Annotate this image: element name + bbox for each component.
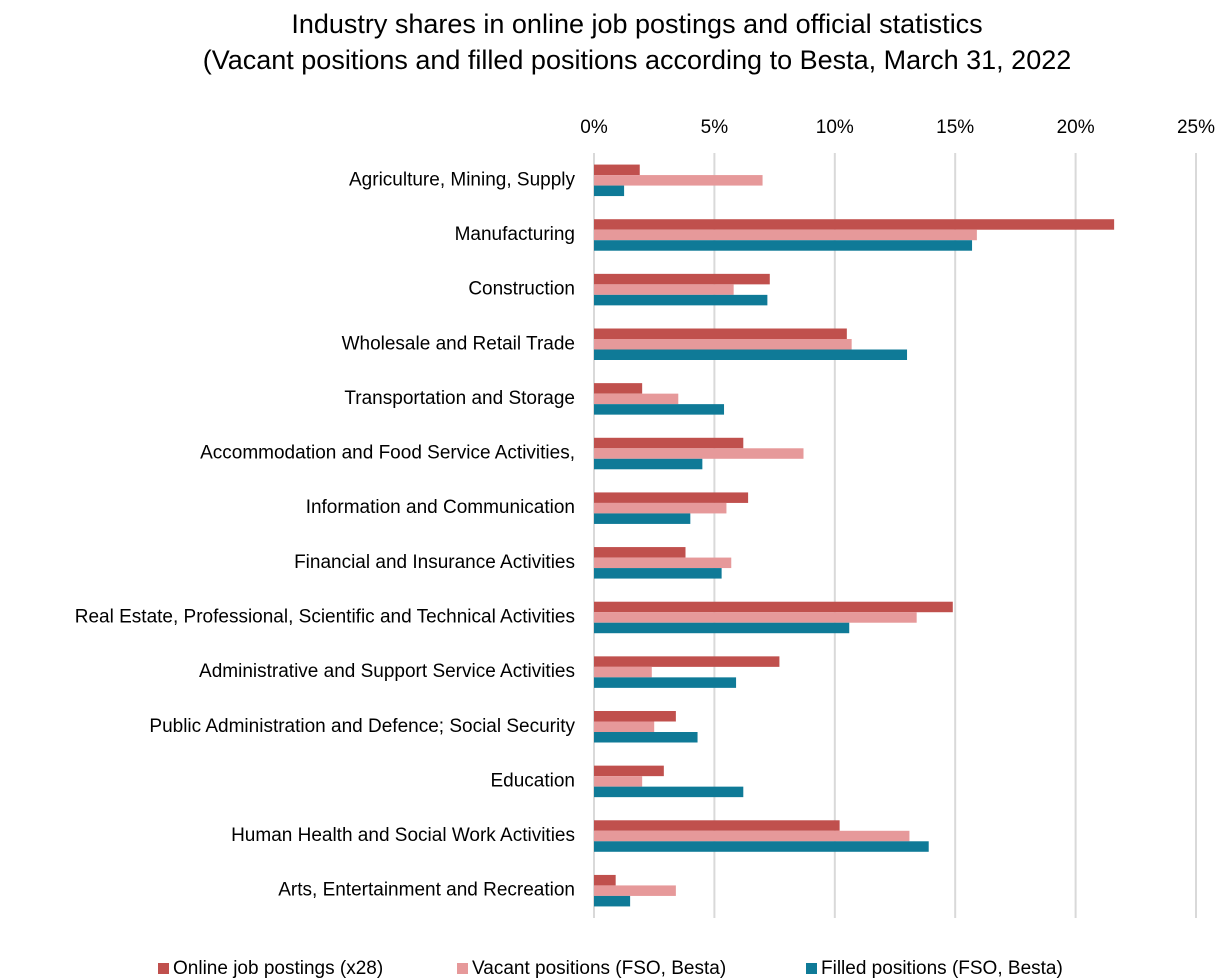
bar [594, 328, 847, 339]
bar [594, 830, 910, 842]
bar [594, 229, 977, 241]
legend-label: Filled positions (FSO, Besta) [821, 958, 1063, 979]
bar [594, 557, 732, 569]
bar [594, 437, 744, 449]
bar [594, 612, 917, 623]
y-tick-label: Human Health and Social Work Activities [231, 825, 575, 846]
legend-swatch [158, 963, 169, 974]
bar [594, 765, 664, 777]
bar [594, 513, 691, 524]
y-tick-label: Education [490, 770, 575, 791]
bar [594, 841, 929, 852]
legend-swatch [457, 963, 468, 974]
bar [594, 622, 850, 634]
x-tick-label: 10% [816, 117, 854, 138]
bar [594, 895, 631, 907]
y-tick-label: Transportation and Storage [344, 388, 575, 409]
bar [594, 164, 640, 176]
y-tick-label: Wholesale and Retail Trade [342, 333, 575, 354]
bar [594, 874, 616, 886]
bar [594, 339, 852, 350]
y-tick-label: Financial and Insurance Activities [294, 552, 575, 573]
bar [594, 185, 625, 197]
bar [594, 284, 734, 295]
x-tick-label: 25% [1177, 117, 1215, 138]
bar [594, 240, 973, 251]
bar [594, 601, 953, 613]
bar [594, 219, 1115, 230]
legend-swatch [806, 963, 817, 974]
y-tick-label: Public Administration and Defence; Socia… [149, 716, 575, 737]
bar [594, 776, 643, 787]
y-tick-label: Agriculture, Mining, Supply [349, 169, 575, 190]
bar [594, 885, 676, 896]
y-tick-label: Arts, Entertainment and Recreation [278, 880, 575, 901]
bar [594, 383, 643, 394]
legend-label: Online job postings (x28) [173, 958, 383, 979]
bar [594, 786, 744, 798]
bar [594, 273, 770, 285]
bar [594, 294, 768, 306]
legend-label: Vacant positions (FSO, Besta) [472, 958, 726, 979]
bar [594, 820, 840, 831]
bar [594, 458, 703, 470]
y-tick-label: Accommodation and Food Service Activitie… [200, 443, 575, 464]
bar [594, 175, 763, 186]
y-tick-label: Construction [468, 279, 575, 300]
bar [594, 393, 679, 405]
bar [594, 492, 749, 503]
bar [594, 732, 698, 743]
x-tick-label: 5% [701, 117, 729, 138]
chart-title: Industry shares in online job postings a… [291, 9, 982, 39]
bar [594, 547, 686, 558]
bar [594, 448, 804, 459]
bar [594, 404, 725, 415]
x-tick-label: 15% [936, 117, 974, 138]
y-tick-label: Manufacturing [455, 224, 575, 245]
chart-subtitle: (Vacant positions and filled positions a… [203, 45, 1072, 75]
bar [594, 721, 655, 732]
x-tick-label: 0% [580, 117, 608, 138]
y-tick-label: Real Estate, Professional, Scientific an… [75, 606, 575, 627]
bar [594, 656, 780, 667]
bar [594, 349, 908, 360]
y-tick-label: Information and Communication [306, 497, 575, 518]
bar [594, 677, 737, 688]
x-tick-label: 20% [1057, 117, 1095, 138]
bar [594, 568, 722, 579]
bar [594, 502, 727, 514]
bar [594, 666, 652, 678]
y-tick-label: Administrative and Support Service Activ… [199, 661, 575, 682]
bar [594, 711, 676, 722]
